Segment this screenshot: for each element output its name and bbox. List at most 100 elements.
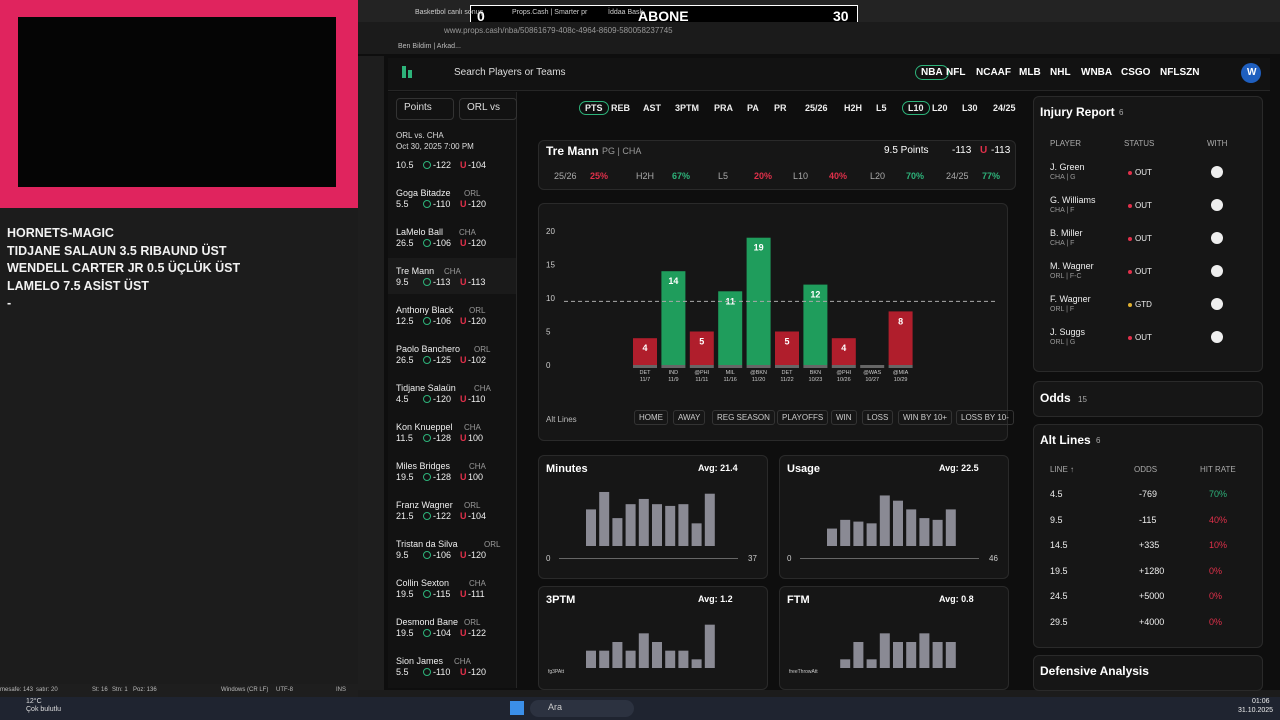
- date: 11/16: [724, 377, 737, 383]
- dropdown[interactable]: [396, 98, 454, 120]
- range-tab[interactable]: 25/26: [805, 103, 828, 113]
- hit-label: 25/26: [554, 171, 577, 181]
- team: ORL | G: [1050, 339, 1076, 346]
- range-tab[interactable]: 24/25: [993, 103, 1016, 113]
- player-name[interactable]: Paolo Banchero: [396, 344, 461, 354]
- tab[interactable]: İddaa Bask: [608, 9, 644, 16]
- bookmark[interactable]: Ben Bildim | Arkad...: [398, 43, 461, 50]
- add-button[interactable]: [1211, 265, 1223, 277]
- filter[interactable]: ORL vs: [467, 102, 500, 113]
- range-min: 0: [787, 554, 792, 563]
- filter-chip[interactable]: PLAYOFFS: [777, 410, 829, 425]
- chart: [586, 624, 715, 668]
- player-name[interactable]: Sion James: [396, 656, 444, 666]
- odds-panel[interactable]: [1033, 381, 1263, 417]
- over-icon: [423, 317, 431, 325]
- over-icon: [423, 161, 431, 169]
- status-dot: [1128, 204, 1132, 208]
- filter[interactable]: Points: [404, 102, 432, 113]
- player-name[interactable]: Miles Bridges: [396, 461, 451, 471]
- status: OUT: [1135, 333, 1152, 342]
- bar: [803, 284, 828, 365]
- hit-value: 40%: [829, 171, 848, 181]
- filter-chip[interactable]: HOME: [634, 410, 668, 425]
- add-button[interactable]: [1211, 199, 1223, 211]
- add-button[interactable]: [1211, 232, 1223, 244]
- add-button[interactable]: [1211, 166, 1223, 178]
- dropdown[interactable]: [459, 98, 517, 120]
- filter-chip[interactable]: WIN BY 10+: [898, 410, 953, 425]
- stat-tab[interactable]: PA: [747, 103, 759, 113]
- status-item: INS: [336, 687, 347, 693]
- filter-chip[interactable]: AWAY: [673, 410, 706, 425]
- stat-tab[interactable]: PTS: [579, 101, 609, 115]
- under-icon: U: [460, 589, 467, 599]
- mini-bar: [638, 633, 649, 668]
- player-name[interactable]: Anthony Black: [396, 305, 454, 315]
- filter-chip[interactable]: WIN: [831, 410, 857, 425]
- stat-tab[interactable]: PR: [774, 103, 787, 113]
- banner: ABONE: [638, 8, 689, 24]
- taskbar-search[interactable]: [530, 700, 634, 717]
- search[interactable]: Ara: [548, 702, 563, 712]
- date: 31.10.2025: [1238, 707, 1274, 714]
- tab[interactable]: Props.Cash | Smarter pr: [512, 9, 588, 16]
- player-name[interactable]: Tre Mann: [396, 266, 435, 276]
- filter-chip[interactable]: LOSS BY 10-: [956, 410, 1014, 425]
- avatar-initial: W: [1247, 67, 1257, 78]
- filter-chip[interactable]: LOSS: [862, 410, 894, 425]
- league[interactable]: NCAAF: [976, 67, 1011, 78]
- under-odds: -120: [468, 199, 487, 209]
- alt-lines-label: Alt Lines: [546, 415, 577, 424]
- stat-tab[interactable]: PRA: [714, 103, 734, 113]
- selected-row[interactable]: [388, 258, 516, 294]
- mini-bar: [612, 518, 623, 546]
- player-name[interactable]: Tristan da Silva: [396, 539, 458, 549]
- player-name[interactable]: LaMelo Ball: [396, 227, 444, 237]
- league[interactable]: CSGO: [1121, 67, 1151, 78]
- defense-panel[interactable]: [1033, 655, 1263, 691]
- add-button[interactable]: [1211, 331, 1223, 343]
- tab[interactable]: Basketbol canlı sonuç: [415, 9, 484, 16]
- mini-bar: [625, 504, 636, 546]
- player-name[interactable]: Franz Wagner: [396, 500, 453, 510]
- value-label: 5: [784, 337, 789, 347]
- hit-value: 77%: [982, 171, 1001, 181]
- league[interactable]: NBA: [915, 65, 949, 80]
- range-tab[interactable]: H2H: [844, 103, 863, 113]
- league[interactable]: NFLSZN: [1160, 67, 1200, 78]
- player-name[interactable]: Tidjane Salaün: [396, 383, 456, 393]
- stat-tab[interactable]: AST: [643, 103, 661, 113]
- line: 9.5: [396, 550, 409, 560]
- over-odds: -125: [433, 355, 452, 365]
- player-name[interactable]: Kon Knueppel: [396, 422, 453, 432]
- player-name[interactable]: Collin Sexton: [396, 578, 450, 588]
- under-icon: U: [460, 160, 467, 170]
- value-label: 8: [898, 316, 903, 326]
- player-name[interactable]: Desmond Bane: [396, 617, 459, 627]
- player-name[interactable]: Goga Bitadze: [396, 188, 451, 198]
- league[interactable]: WNBA: [1081, 67, 1113, 78]
- range-tab[interactable]: L10: [902, 101, 930, 115]
- line: 21.5: [396, 511, 414, 521]
- status-dot: [1128, 171, 1132, 175]
- add-button[interactable]: [1211, 298, 1223, 310]
- taskbar: [0, 697, 1280, 720]
- league[interactable]: NFL: [946, 67, 966, 78]
- range-tab[interactable]: L5: [876, 103, 887, 113]
- stat-tab[interactable]: 3PTM: [675, 103, 700, 113]
- filter-chip[interactable]: REG SEASON: [712, 410, 775, 425]
- mini-bar: [919, 633, 930, 668]
- alt-line: 19.5: [1050, 565, 1068, 576]
- line: 9.5: [396, 277, 409, 287]
- range-tab[interactable]: L30: [962, 103, 978, 113]
- stat-tab[interactable]: REB: [611, 103, 631, 113]
- league[interactable]: NHL: [1050, 67, 1071, 78]
- over-odds: -106: [433, 238, 452, 248]
- range-tab[interactable]: L20: [932, 103, 948, 113]
- start-button[interactable]: [510, 701, 524, 715]
- search[interactable]: Search Players or Teams: [454, 67, 566, 78]
- opponent: @MIA: [893, 370, 909, 376]
- avatar[interactable]: [1241, 63, 1261, 83]
- league[interactable]: MLB: [1019, 67, 1041, 78]
